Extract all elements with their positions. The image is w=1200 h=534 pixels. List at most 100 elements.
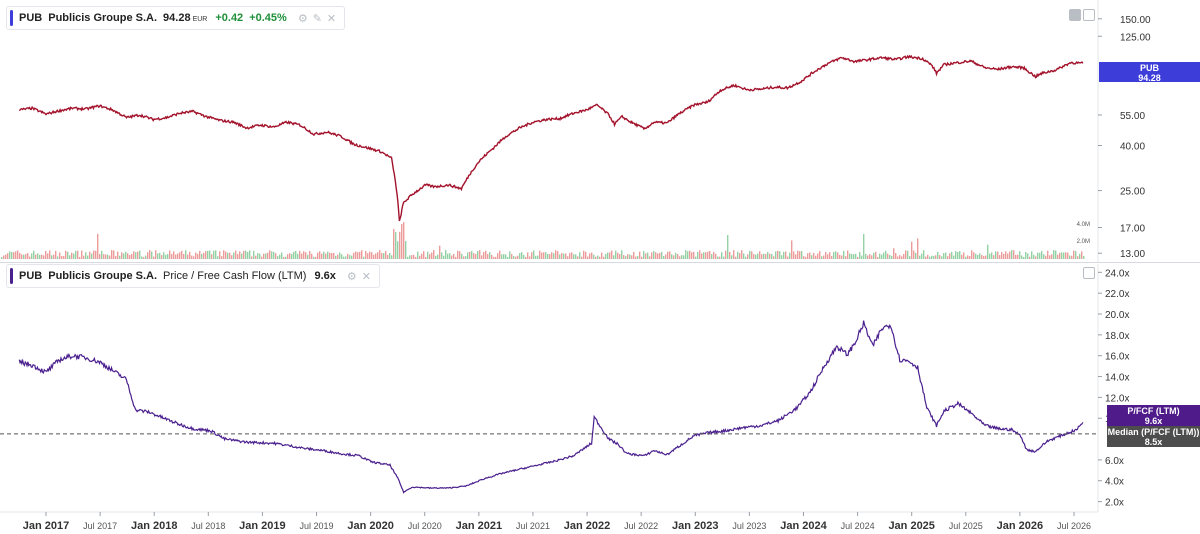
volume-bar <box>89 251 91 259</box>
volume-bar <box>991 252 993 259</box>
volume-bar <box>739 253 741 259</box>
volume-bar <box>147 252 149 259</box>
volume-bar <box>787 256 789 259</box>
pane-maximize-button[interactable] <box>1083 9 1095 21</box>
volume-bar <box>213 250 215 259</box>
x-tick-label: Jul 2017 <box>83 521 117 531</box>
style-icon[interactable]: ✎ <box>312 12 322 25</box>
volume-bar <box>1005 251 1007 259</box>
volume-bar <box>877 256 879 259</box>
volume-bar <box>401 224 403 259</box>
volume-bar <box>357 252 359 259</box>
legend-company-name: Publicis Groupe S.A. <box>48 270 158 282</box>
pane-collapse-button[interactable] <box>1069 9 1081 21</box>
volume-bar <box>293 251 295 259</box>
volume-bar <box>117 251 119 259</box>
volume-bar <box>835 251 837 259</box>
volume-bar <box>195 252 197 259</box>
ratio-legend[interactable]: PUB Publicis Groupe S.A. Price / Free Ca… <box>6 264 380 288</box>
x-tick-label: Jan 2026 <box>997 520 1043 532</box>
price-tick-label: 150.00 <box>1120 15 1151 26</box>
volume-bar <box>367 253 369 259</box>
pane-maximize-button[interactable] <box>1083 267 1095 279</box>
volume-bar <box>263 253 265 259</box>
volume-bar <box>1073 250 1075 259</box>
volume-bar <box>893 248 895 259</box>
volume-bar <box>225 251 227 259</box>
volume-bar <box>339 252 341 259</box>
volume-bar <box>789 252 791 259</box>
volume-bar <box>593 254 595 259</box>
volume-bar <box>221 256 223 259</box>
volume-bar <box>1081 251 1083 259</box>
volume-bar <box>491 254 493 259</box>
volume-bar <box>627 254 629 259</box>
legend-ticker: PUB <box>19 270 43 282</box>
volume-bar <box>683 255 685 259</box>
legend-last-value: 9.6x <box>314 270 336 282</box>
volume-bar <box>331 253 333 259</box>
volume-bar <box>531 252 533 259</box>
volume-bar <box>705 252 707 259</box>
volume-bar <box>35 254 37 259</box>
volume-bar <box>595 256 597 259</box>
volume-bar <box>843 250 845 259</box>
volume-bar <box>1017 254 1019 259</box>
volume-bar <box>1047 250 1049 259</box>
volume-bar <box>215 250 217 259</box>
volume-bar <box>501 254 503 259</box>
volume-bar <box>373 254 375 259</box>
volume-bar <box>873 252 875 259</box>
volume-bar <box>577 256 579 259</box>
volume-bar <box>749 250 751 259</box>
volume-bar <box>549 254 551 259</box>
volume-bar <box>1069 255 1071 259</box>
volume-bar <box>1031 251 1033 259</box>
volume-bar <box>591 252 593 259</box>
volume-bar <box>965 256 967 259</box>
close-icon[interactable]: ✕ <box>326 12 337 25</box>
volume-bar <box>313 256 315 259</box>
volume-bar <box>677 254 679 259</box>
series-color-swatch <box>10 10 13 26</box>
volume-bar <box>905 250 907 259</box>
legend-price-change-percent: +0.45% <box>249 12 287 24</box>
volume-bar <box>85 252 87 259</box>
volume-bar <box>281 252 283 259</box>
volume-bar <box>809 252 811 259</box>
volume-bar <box>629 254 631 259</box>
x-tick-label: Jul 2023 <box>732 521 766 531</box>
legend-metric-name: Price / Free Cash Flow (LTM) <box>163 270 307 282</box>
volume-bar <box>165 254 167 259</box>
volume-bar <box>833 252 835 259</box>
volume-bar <box>461 253 463 259</box>
volume-bar <box>807 253 809 259</box>
volume-bar <box>251 256 253 259</box>
volume-bar <box>237 254 239 259</box>
volume-bar <box>163 252 165 259</box>
x-tick-label: Jan 2022 <box>564 520 610 532</box>
volume-bar <box>1051 254 1053 259</box>
volume-bar <box>249 250 251 259</box>
volume-bar <box>99 254 101 259</box>
volume-bar <box>551 252 553 259</box>
volume-bar <box>229 252 231 259</box>
volume-bar <box>329 252 331 259</box>
volume-bar <box>415 256 417 259</box>
volume-bar <box>879 253 881 259</box>
settings-icon[interactable]: ⚙ <box>297 12 308 25</box>
volume-bar <box>189 251 191 259</box>
volume-bar <box>561 253 563 259</box>
price-legend[interactable]: PUB Publicis Groupe S.A. 94.28 EUR +0.42… <box>6 6 346 30</box>
volume-bar <box>355 251 357 259</box>
close-icon[interactable]: ✕ <box>361 270 371 283</box>
volume-bar <box>245 250 247 259</box>
settings-icon[interactable]: ⚙ <box>346 270 357 283</box>
volume-bar <box>439 245 441 259</box>
volume-bar <box>571 252 573 259</box>
volume-bar <box>957 252 959 259</box>
volume-bar <box>855 253 857 259</box>
volume-bar <box>201 253 203 259</box>
volume-bar <box>941 256 943 259</box>
